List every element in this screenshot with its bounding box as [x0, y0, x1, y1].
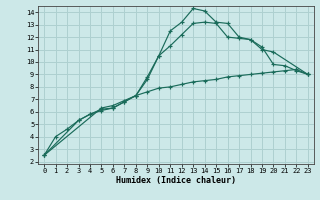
X-axis label: Humidex (Indice chaleur): Humidex (Indice chaleur): [116, 176, 236, 185]
